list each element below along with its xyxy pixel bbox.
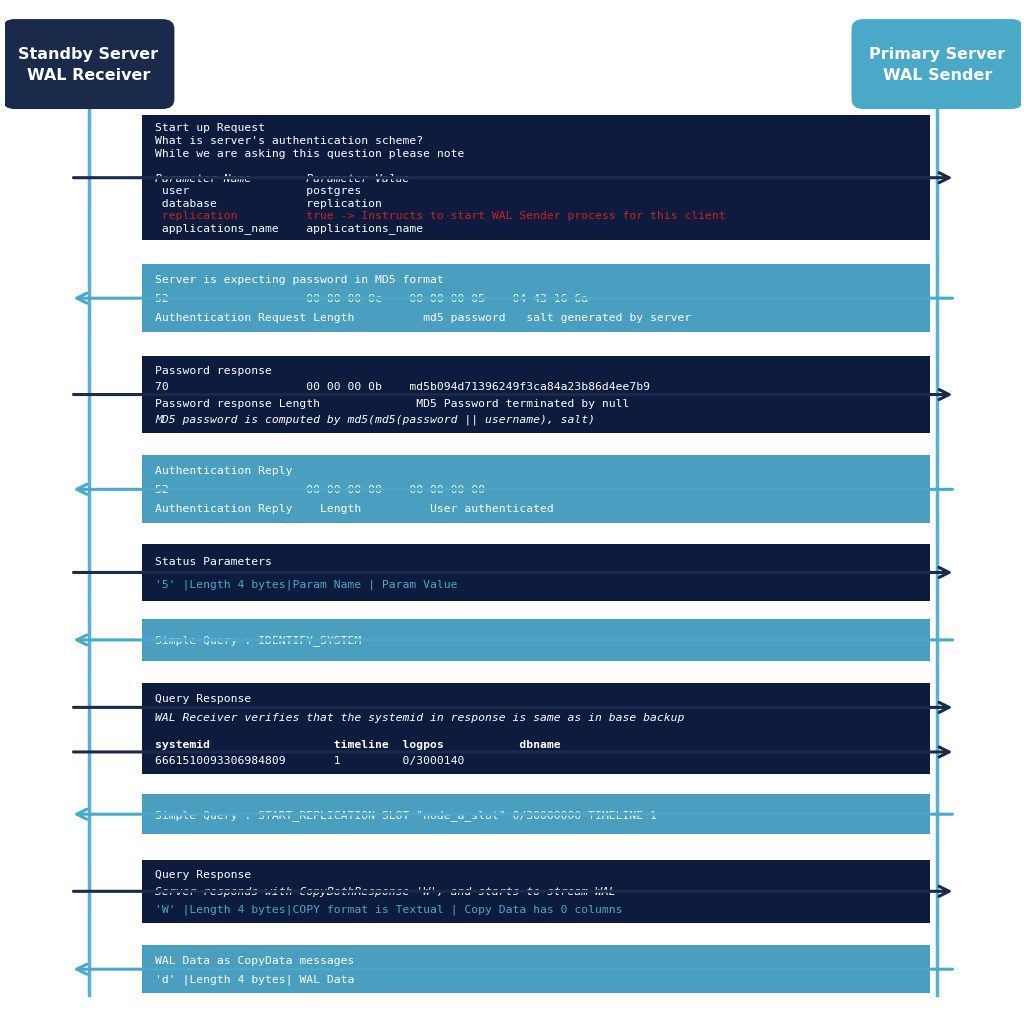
Text: Password response Length              MD5 Password terminated by null: Password response Length MD5 Password te…	[155, 398, 630, 409]
Text: '5' |Length 4 bytes|Param Name | Param Value: '5' |Length 4 bytes|Param Name | Param V…	[155, 579, 458, 590]
Text: While we are asking this question please note: While we are asking this question please…	[155, 149, 465, 158]
Text: Primary Server
WAL Sender: Primary Server WAL Sender	[869, 47, 1006, 83]
Text: user                 postgres: user postgres	[155, 186, 361, 196]
Bar	[142, 731, 930, 774]
Bar	[142, 795, 930, 835]
Text: Standby Server
WAL Receiver: Standby Server WAL Receiver	[18, 47, 159, 83]
Text: WAL Receiver verifies that the systemid in response is same as in base backup: WAL Receiver verifies that the systemid …	[155, 712, 684, 721]
FancyBboxPatch shape	[852, 20, 1023, 110]
Text: database             replication: database replication	[155, 199, 382, 209]
Text: MD5 password is computed by md5(md5(password || username), salt): MD5 password is computed by md5(md5(pass…	[155, 415, 595, 425]
Text: applications_name    applications_name: applications_name applications_name	[155, 223, 423, 234]
Bar	[142, 265, 930, 333]
Bar	[142, 684, 930, 732]
Text: Simple Query : IDENTIFY_SYSTEM: Simple Query : IDENTIFY_SYSTEM	[155, 635, 361, 646]
Text: Query Response: Query Response	[155, 869, 251, 879]
Text: Server responds with CopyBothResponse 'W', and starts to stream WAL: Server responds with CopyBothResponse 'W…	[155, 887, 615, 897]
Text: Authentication Reply    Length          User authenticated: Authentication Reply Length User authent…	[155, 503, 554, 514]
Text: What is server's authentication scheme?: What is server's authentication scheme?	[155, 136, 423, 146]
Text: Password response: Password response	[155, 366, 272, 376]
Text: Status Parameters: Status Parameters	[155, 556, 272, 567]
Text: 52                    00 00 00 08    00 00 00 00: 52 00 00 00 08 00 00 00 00	[155, 485, 485, 495]
Bar	[142, 860, 930, 923]
Text: 52                    00 00 00 0c    00 00 00 05    04 43 16 6a: 52 00 00 00 0c 00 00 00 05 04 43 16 6a	[155, 293, 588, 304]
Text: 'd' |Length 4 bytes| WAL Data: 'd' |Length 4 bytes| WAL Data	[155, 973, 354, 983]
Bar	[142, 116, 930, 240]
Bar	[142, 544, 930, 602]
Text: Authentication Reply: Authentication Reply	[155, 466, 293, 476]
Text: 70                    00 00 00 0b    md5b094d71396249f3ca84a23b86d4ee7b9: 70 00 00 00 0b md5b094d71396249f3ca84a23…	[155, 382, 650, 392]
Bar	[142, 946, 930, 994]
Bar	[142, 357, 930, 433]
Text: Simple Query : START_REPLICATION SLOT "node_a_slot" 0/30000000 TIMELINE 1: Simple Query : START_REPLICATION SLOT "n…	[155, 809, 657, 820]
Text: systemid                  timeline  logpos           dbname: systemid timeline logpos dbname	[155, 739, 561, 749]
FancyBboxPatch shape	[2, 20, 174, 110]
Bar	[142, 620, 930, 661]
Text: Authentication Request Length          md5 password   salt generated by server: Authentication Request Length md5 passwo…	[155, 313, 691, 323]
Text: Query Response: Query Response	[155, 694, 251, 703]
Text: Parameter Name        Parameter Value: Parameter Name Parameter Value	[155, 173, 410, 183]
Text: Server is expecting password in MD5 format: Server is expecting password in MD5 form…	[155, 275, 443, 285]
Text: WAL Data as CopyData messages: WAL Data as CopyData messages	[155, 955, 354, 965]
Text: replication          true -> Instructs to start WAL Sender process for this clie: replication true -> Instructs to start W…	[155, 211, 726, 221]
Bar	[142, 455, 930, 524]
Text: 6661510093306984809       1         0/3000140: 6661510093306984809 1 0/3000140	[155, 755, 465, 765]
Text: 'W' |Length 4 bytes|COPY format is Textual | Copy Data has 0 columns: 'W' |Length 4 bytes|COPY format is Textu…	[155, 903, 623, 914]
Text: Start up Request: Start up Request	[155, 123, 265, 133]
